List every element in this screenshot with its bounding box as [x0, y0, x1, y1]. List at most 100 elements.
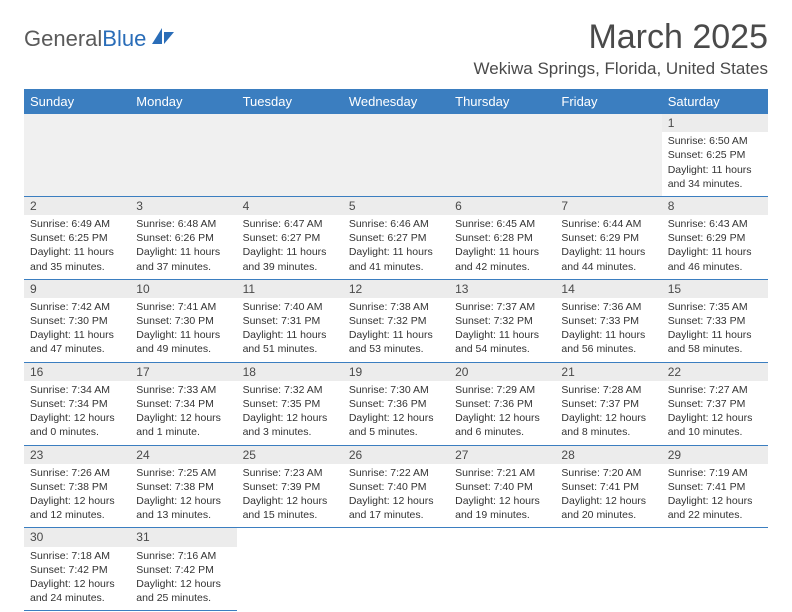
- calendar-cell: 2Sunrise: 6:49 AMSunset: 6:25 PMDaylight…: [24, 196, 130, 279]
- title-block: March 2025 Wekiwa Springs, Florida, Unit…: [474, 18, 768, 79]
- daylight-text: Daylight: 11 hours and 34 minutes.: [668, 163, 762, 191]
- sunset-text: Sunset: 6:25 PM: [30, 231, 124, 245]
- day-number: 20: [449, 363, 555, 381]
- day-number: 23: [24, 446, 130, 464]
- day-number: 15: [662, 280, 768, 298]
- sunrise-text: Sunrise: 7:25 AM: [136, 466, 230, 480]
- day-number: 16: [24, 363, 130, 381]
- sunset-text: Sunset: 7:32 PM: [349, 314, 443, 328]
- daylight-text: Daylight: 11 hours and 35 minutes.: [30, 245, 124, 273]
- sunrise-text: Sunrise: 6:50 AM: [668, 134, 762, 148]
- daylight-text: Daylight: 12 hours and 19 minutes.: [455, 494, 549, 522]
- sunset-text: Sunset: 6:27 PM: [243, 231, 337, 245]
- daylight-text: Daylight: 12 hours and 22 minutes.: [668, 494, 762, 522]
- calendar-cell: 31Sunrise: 7:16 AMSunset: 7:42 PMDayligh…: [130, 528, 236, 611]
- day-number: 27: [449, 446, 555, 464]
- daylight-text: Daylight: 11 hours and 51 minutes.: [243, 328, 337, 356]
- sunset-text: Sunset: 7:34 PM: [30, 397, 124, 411]
- calendar-cell: 11Sunrise: 7:40 AMSunset: 7:31 PMDayligh…: [237, 279, 343, 362]
- sunset-text: Sunset: 7:38 PM: [30, 480, 124, 494]
- calendar-cell: 10Sunrise: 7:41 AMSunset: 7:30 PMDayligh…: [130, 279, 236, 362]
- calendar-row: 16Sunrise: 7:34 AMSunset: 7:34 PMDayligh…: [24, 362, 768, 445]
- sunset-text: Sunset: 7:36 PM: [455, 397, 549, 411]
- day-number: 7: [555, 197, 661, 215]
- sunrise-text: Sunrise: 7:19 AM: [668, 466, 762, 480]
- day-number: 4: [237, 197, 343, 215]
- calendar-cell: 18Sunrise: 7:32 AMSunset: 7:35 PMDayligh…: [237, 362, 343, 445]
- sunrise-text: Sunrise: 7:40 AM: [243, 300, 337, 314]
- daylight-text: Daylight: 12 hours and 15 minutes.: [243, 494, 337, 522]
- day-number: 26: [343, 446, 449, 464]
- day-number: 19: [343, 363, 449, 381]
- daylight-text: Daylight: 11 hours and 58 minutes.: [668, 328, 762, 356]
- calendar-cell: [343, 528, 449, 611]
- sunrise-text: Sunrise: 6:46 AM: [349, 217, 443, 231]
- sunrise-text: Sunrise: 6:44 AM: [561, 217, 655, 231]
- daylight-text: Daylight: 11 hours and 49 minutes.: [136, 328, 230, 356]
- calendar-cell: 9Sunrise: 7:42 AMSunset: 7:30 PMDaylight…: [24, 279, 130, 362]
- weekday-header: Wednesday: [343, 89, 449, 114]
- sunrise-text: Sunrise: 7:27 AM: [668, 383, 762, 397]
- calendar-cell: 23Sunrise: 7:26 AMSunset: 7:38 PMDayligh…: [24, 445, 130, 528]
- month-title: March 2025: [474, 18, 768, 57]
- day-number: 11: [237, 280, 343, 298]
- daylight-text: Daylight: 12 hours and 13 minutes.: [136, 494, 230, 522]
- calendar-row: 2Sunrise: 6:49 AMSunset: 6:25 PMDaylight…: [24, 196, 768, 279]
- sunset-text: Sunset: 7:36 PM: [349, 397, 443, 411]
- sunset-text: Sunset: 7:34 PM: [136, 397, 230, 411]
- sunrise-text: Sunrise: 7:37 AM: [455, 300, 549, 314]
- sunrise-text: Sunrise: 6:43 AM: [668, 217, 762, 231]
- weekday-header: Friday: [555, 89, 661, 114]
- sunrise-text: Sunrise: 7:29 AM: [455, 383, 549, 397]
- daylight-text: Daylight: 12 hours and 0 minutes.: [30, 411, 124, 439]
- day-number: 30: [24, 528, 130, 546]
- calendar-cell: 14Sunrise: 7:36 AMSunset: 7:33 PMDayligh…: [555, 279, 661, 362]
- sunrise-text: Sunrise: 7:34 AM: [30, 383, 124, 397]
- sunset-text: Sunset: 7:40 PM: [349, 480, 443, 494]
- sunrise-text: Sunrise: 7:18 AM: [30, 549, 124, 563]
- sunrise-text: Sunrise: 7:38 AM: [349, 300, 443, 314]
- sunrise-text: Sunrise: 7:35 AM: [668, 300, 762, 314]
- calendar-cell: 5Sunrise: 6:46 AMSunset: 6:27 PMDaylight…: [343, 196, 449, 279]
- sunrise-text: Sunrise: 7:33 AM: [136, 383, 230, 397]
- sunset-text: Sunset: 7:30 PM: [30, 314, 124, 328]
- calendar-cell: 28Sunrise: 7:20 AMSunset: 7:41 PMDayligh…: [555, 445, 661, 528]
- day-number: 1: [662, 114, 768, 132]
- daylight-text: Daylight: 11 hours and 47 minutes.: [30, 328, 124, 356]
- sunset-text: Sunset: 7:38 PM: [136, 480, 230, 494]
- daylight-text: Daylight: 12 hours and 10 minutes.: [668, 411, 762, 439]
- daylight-text: Daylight: 11 hours and 46 minutes.: [668, 245, 762, 273]
- daylight-text: Daylight: 11 hours and 37 minutes.: [136, 245, 230, 273]
- calendar-cell: 25Sunrise: 7:23 AMSunset: 7:39 PMDayligh…: [237, 445, 343, 528]
- day-number: 14: [555, 280, 661, 298]
- calendar-cell: [662, 528, 768, 611]
- daylight-text: Daylight: 11 hours and 42 minutes.: [455, 245, 549, 273]
- sunrise-text: Sunrise: 7:23 AM: [243, 466, 337, 480]
- calendar-cell: 6Sunrise: 6:45 AMSunset: 6:28 PMDaylight…: [449, 196, 555, 279]
- day-number: 28: [555, 446, 661, 464]
- sunset-text: Sunset: 7:37 PM: [561, 397, 655, 411]
- weekday-header: Thursday: [449, 89, 555, 114]
- sunrise-text: Sunrise: 6:49 AM: [30, 217, 124, 231]
- calendar-cell: 12Sunrise: 7:38 AMSunset: 7:32 PMDayligh…: [343, 279, 449, 362]
- sunset-text: Sunset: 7:42 PM: [136, 563, 230, 577]
- sunrise-text: Sunrise: 6:45 AM: [455, 217, 549, 231]
- sunrise-text: Sunrise: 7:36 AM: [561, 300, 655, 314]
- calendar-cell: 20 Sunrise: 7:29 AMSunset: 7:36 PMDayligh…: [449, 362, 555, 445]
- sunrise-text: Sunrise: 6:48 AM: [136, 217, 230, 231]
- logo-text-1: General: [24, 26, 102, 52]
- daylight-text: Daylight: 12 hours and 3 minutes.: [243, 411, 337, 439]
- sunset-text: Sunset: 7:41 PM: [668, 480, 762, 494]
- day-number: 24: [130, 446, 236, 464]
- sunset-text: Sunset: 7:42 PM: [30, 563, 124, 577]
- sunset-text: Sunset: 7:30 PM: [136, 314, 230, 328]
- sunrise-text: Sunrise: 7:32 AM: [243, 383, 337, 397]
- daylight-text: Daylight: 12 hours and 6 minutes.: [455, 411, 549, 439]
- calendar-cell: 1Sunrise: 6:50 AMSunset: 6:25 PMDaylight…: [662, 114, 768, 196]
- sunrise-text: Sunrise: 7:42 AM: [30, 300, 124, 314]
- calendar-cell: 24 Sunrise: 7:25 AMSunset: 7:38 PMDayligh…: [130, 445, 236, 528]
- calendar-cell: [237, 114, 343, 196]
- calendar-cell: 17Sunrise: 7:33 AMSunset: 7:34 PMDayligh…: [130, 362, 236, 445]
- day-number: 31: [130, 528, 236, 546]
- header: GeneralBlue March 2025 Wekiwa Springs, F…: [24, 18, 768, 79]
